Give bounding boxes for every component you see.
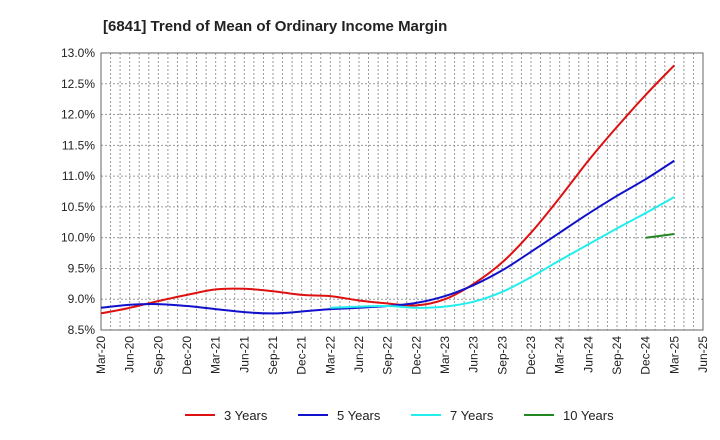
x-tick-label: Jun-20 xyxy=(123,336,137,373)
x-tick-label: Dec-24 xyxy=(639,336,653,375)
legend-label: 5 Years xyxy=(337,408,381,423)
x-tick-label: Sep-20 xyxy=(151,336,165,375)
y-tick-label: 13.0% xyxy=(61,46,95,60)
x-axis: Mar-20 Jun-20 Sep-20 Dec-20 Mar-21 Jun-21 Sep-… xyxy=(94,336,710,375)
series-line-7-years xyxy=(330,196,675,309)
y-axis: 8.5% 9.0% 9.5% 10.0% 10.5% 11.0% 11.5% 12.0% 12.… xyxy=(61,46,95,337)
x-tick-label: Dec-23 xyxy=(524,336,538,375)
series-lines xyxy=(100,64,676,315)
x-tick-label: Dec-22 xyxy=(409,336,423,375)
plot-area xyxy=(100,52,704,331)
legend-label: 7 Years xyxy=(450,408,494,423)
series-line-3-years xyxy=(100,64,676,315)
x-tick-label: Mar-20 xyxy=(94,336,108,374)
x-tick-label: Dec-20 xyxy=(180,336,194,375)
x-tick-label: Mar-24 xyxy=(553,336,567,374)
y-tick-label: 11.0% xyxy=(62,169,95,183)
x-tick-label: Sep-21 xyxy=(266,336,280,375)
x-tick-label: Mar-22 xyxy=(323,336,337,374)
x-tick-label: Jun-24 xyxy=(581,336,595,373)
y-tick-label: 12.5% xyxy=(61,77,95,91)
x-tick-label: Jun-23 xyxy=(467,336,481,373)
y-tick-label: 8.5% xyxy=(68,323,96,337)
x-tick-label: Sep-24 xyxy=(610,336,624,375)
x-tick-label: Mar-21 xyxy=(209,336,223,374)
y-tick-label: 12.0% xyxy=(61,108,95,122)
y-tick-label: 9.0% xyxy=(68,292,96,306)
legend-label: 10 Years xyxy=(563,408,614,423)
y-tick-label: 11.5% xyxy=(62,138,95,152)
legend: 3 Years 5 Years 7 Years 10 Years xyxy=(185,408,614,423)
y-tick-label: 10.5% xyxy=(61,200,95,214)
chart-title: [6841] Trend of Mean of Ordinary Income … xyxy=(103,18,447,35)
x-tick-label: Sep-22 xyxy=(381,336,395,375)
x-tick-label: Jun-21 xyxy=(237,336,251,373)
x-tick-label: Mar-23 xyxy=(438,336,452,374)
y-tick-label: 9.5% xyxy=(68,261,96,275)
x-tick-label: Dec-21 xyxy=(295,336,309,375)
x-tick-label: Jun-22 xyxy=(352,336,366,373)
x-tick-label: Sep-23 xyxy=(495,336,509,375)
x-tick-label: Mar-25 xyxy=(667,336,681,374)
legend-label: 3 Years xyxy=(224,408,268,423)
series-line-10-years xyxy=(645,233,675,239)
y-tick-label: 10.0% xyxy=(61,231,95,245)
grid xyxy=(100,52,704,331)
x-tick-label: Jun-25 xyxy=(696,336,710,373)
